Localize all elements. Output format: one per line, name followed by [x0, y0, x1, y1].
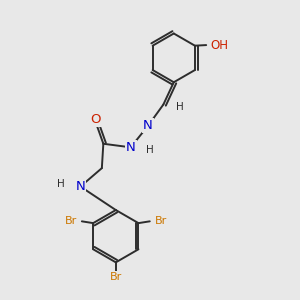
- Text: H: H: [57, 178, 65, 189]
- Text: H: H: [146, 145, 154, 155]
- Text: Br: Br: [155, 216, 167, 226]
- Text: N: N: [76, 180, 85, 193]
- Text: Br: Br: [110, 272, 122, 282]
- Text: OH: OH: [210, 39, 228, 52]
- Text: Br: Br: [64, 216, 77, 226]
- Text: N: N: [126, 141, 136, 154]
- Text: N: N: [143, 119, 153, 132]
- Text: H: H: [176, 103, 184, 112]
- Text: O: O: [90, 113, 101, 126]
